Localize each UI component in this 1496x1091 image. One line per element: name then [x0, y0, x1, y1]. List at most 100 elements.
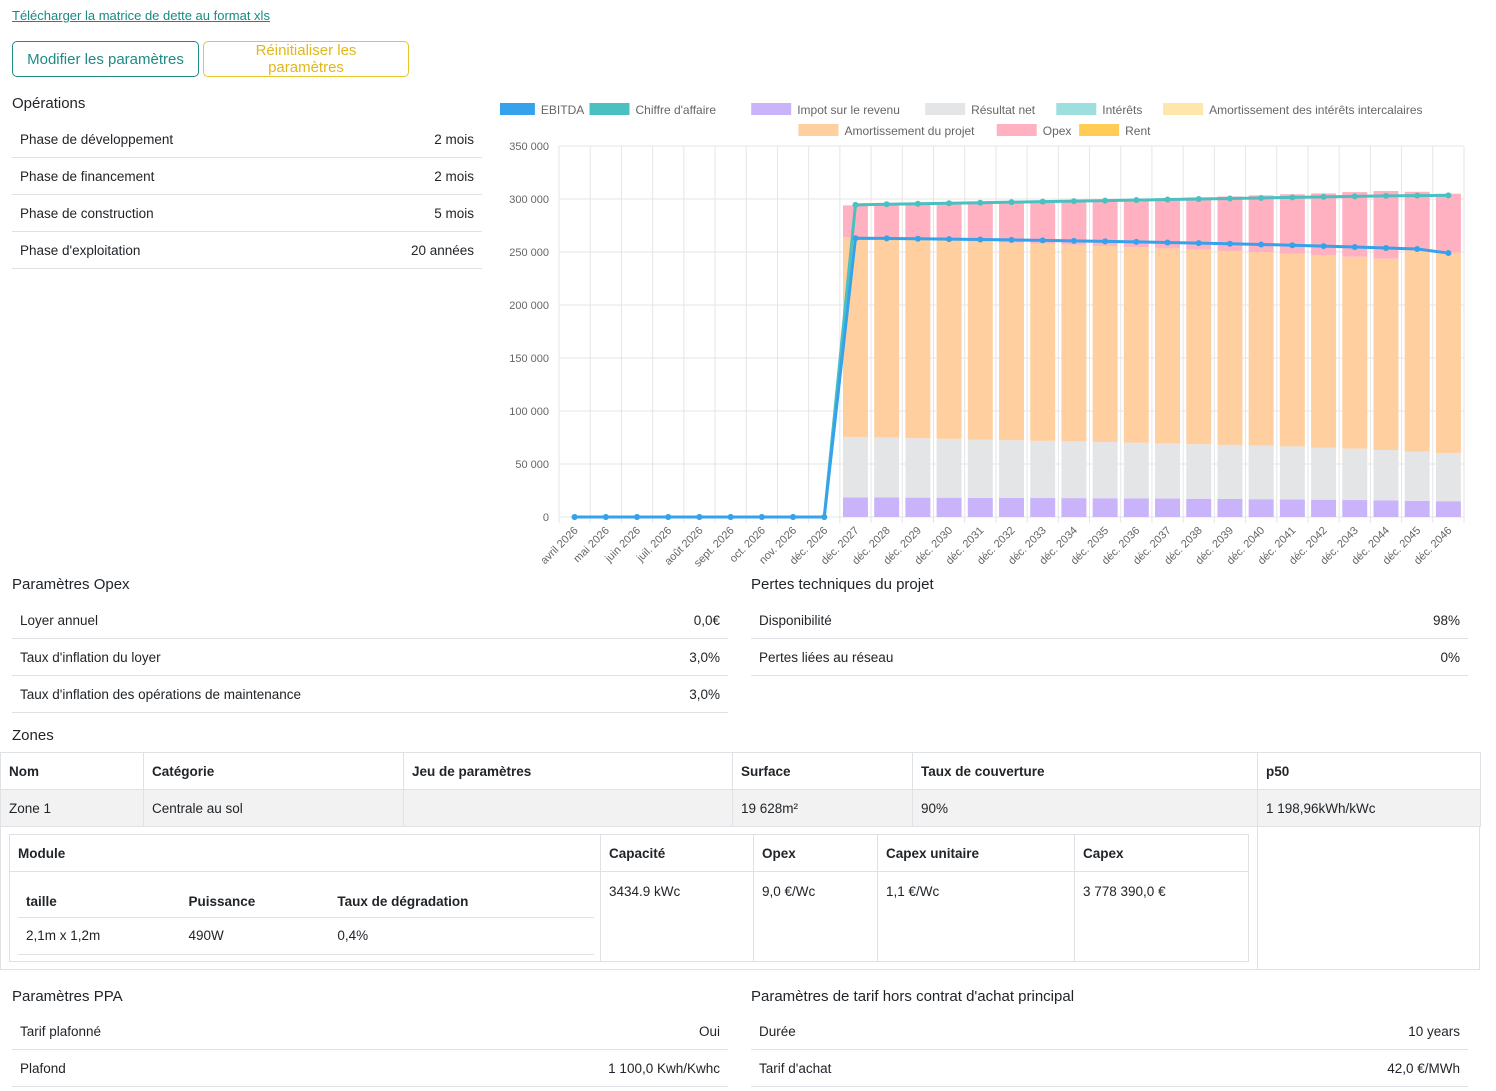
y-tick-label: 0	[543, 512, 549, 524]
y-tick-label: 200 000	[509, 300, 549, 312]
bar-segment	[905, 239, 931, 439]
col-header-p50: p50	[1257, 752, 1481, 790]
table-row: 2,1m x 1,2m 490W 0,4%	[18, 917, 594, 955]
legend-label: Impot sur le revenu	[797, 103, 900, 117]
bar-segment	[1030, 498, 1056, 517]
table-header-row: Nom Catégorie Jeu de paramètres Surface …	[0, 752, 1481, 790]
financial-chart[interactable]: EBITDA Chiffre d'affaire Impot sur le reve…	[500, 96, 1480, 576]
bar-segment	[1123, 498, 1149, 517]
y-tick-label: 350 000	[509, 141, 549, 153]
cell-p50: 1 198,96kWh/kWc	[1257, 789, 1481, 827]
module-table-wrap: Module Capacité Opex Capex unitaire Cape…	[9, 834, 1249, 962]
tarif-table: Durée 10 years Tarif d'achat 42,0 €/MWh	[751, 1013, 1468, 1087]
row-value: 2 mois	[332, 157, 482, 195]
y-tick-label: 300 000	[509, 194, 549, 206]
bar-segment	[1155, 498, 1181, 517]
data-point	[1226, 195, 1233, 202]
row-value: 42,0 €/MWh	[1108, 1049, 1468, 1087]
data-point	[1258, 194, 1265, 201]
col-header-capacite: Capacité	[600, 834, 754, 872]
row-label: Disponibilité	[751, 602, 1309, 639]
legend-swatch	[500, 103, 535, 115]
data-point	[1070, 237, 1077, 244]
legend-label: Opex	[1043, 124, 1072, 138]
cell-capex-unitaire: 1,1 €/Wc	[877, 871, 1075, 962]
bar-segment	[1342, 448, 1368, 501]
data-point	[1039, 237, 1046, 244]
bar-segment	[1435, 452, 1461, 502]
operations-title: Opérations	[12, 95, 86, 112]
cell-capacite: 3434.9 kWc	[600, 871, 754, 962]
data-point	[1382, 244, 1389, 251]
zone-detail-box	[0, 826, 1480, 970]
reset-params-button[interactable]: Réinitialiser les paramètres	[203, 41, 409, 77]
bar-segment	[967, 439, 993, 498]
bar-segment	[1186, 249, 1212, 445]
bar-segment	[1123, 442, 1149, 499]
bar-segment	[1186, 444, 1212, 499]
data-point	[821, 514, 828, 520]
data-point	[1351, 244, 1358, 251]
data-point	[883, 201, 890, 208]
row-label: Tarif plafonné	[12, 1013, 322, 1050]
row-value: 10 years	[1108, 1013, 1468, 1050]
legend-label: Chiffre d'affaire	[636, 103, 717, 117]
data-point	[1008, 236, 1015, 243]
bar-segment	[1092, 245, 1118, 443]
bar-segment	[1217, 498, 1243, 517]
bar-segment	[1404, 191, 1430, 251]
data-point	[1226, 240, 1233, 247]
data-point	[1070, 198, 1077, 205]
bar-segment	[874, 204, 900, 239]
edit-params-button[interactable]: Modifier les paramètres	[12, 41, 199, 77]
row-label: Taux d'inflation des opérations de maint…	[12, 675, 631, 713]
cell-jeu	[403, 789, 733, 827]
legend-label: Amortissement du projet	[844, 124, 975, 138]
legend-label: Intérêts	[1102, 103, 1142, 117]
bar-segment	[842, 237, 868, 437]
pertes-table: Disponibilité 98% Pertes liées au réseau 0…	[751, 602, 1468, 676]
table-row[interactable]: Zone 1 Centrale au sol 19 628m² 90% 1 19…	[0, 789, 1481, 827]
bar-segment	[1155, 443, 1181, 499]
cell-puissance: 490W	[180, 917, 330, 955]
opex-table: Loyer annuel 0,0€ Taux d'inflation du loy…	[12, 602, 728, 713]
data-point	[1445, 250, 1452, 257]
data-point	[1289, 242, 1296, 249]
row-value: 0,0€	[630, 602, 728, 639]
table-row: Durée 10 years	[751, 1013, 1468, 1050]
table-row: Taux d'inflation des opérations de maint…	[12, 675, 728, 713]
data-point	[1008, 199, 1015, 206]
bar-segment	[936, 438, 962, 498]
bar-segment	[1030, 201, 1056, 244]
bar-segment	[1435, 252, 1461, 453]
row-label: Phase de financement	[12, 157, 333, 195]
bar-segment	[1061, 200, 1087, 245]
bar-segment	[905, 204, 931, 240]
bar-segment	[1061, 244, 1087, 442]
download-xls-link[interactable]: Télécharger la matrice de dette au forma…	[12, 8, 270, 23]
legend-label: Rent	[1125, 124, 1151, 138]
zones-table-wrap: Nom Catégorie Jeu de paramètres Surface …	[0, 752, 1481, 827]
bar-segment	[1030, 243, 1056, 441]
bar-segment	[1030, 440, 1056, 499]
bar-segment	[1155, 248, 1181, 444]
data-point	[914, 235, 921, 242]
row-value: 98%	[1308, 602, 1468, 639]
legend-swatch	[925, 103, 966, 115]
row-label: Pertes liées au réseau	[751, 638, 1309, 676]
col-header-categorie: Catégorie	[143, 752, 404, 790]
bar-segment	[1217, 250, 1243, 445]
bar-segment	[967, 241, 993, 440]
cell-nom: Zone 1	[0, 789, 144, 827]
bar-segment	[936, 497, 962, 517]
data-point	[1195, 240, 1202, 247]
bar-segment	[1092, 442, 1118, 499]
bar-segment	[1248, 252, 1274, 446]
row-label: Plafond	[12, 1049, 322, 1087]
bar-segment	[1061, 498, 1087, 517]
row-value: 0%	[1308, 638, 1468, 676]
col-header-module: Module	[9, 834, 601, 872]
col-header-taux: Taux de couverture	[912, 752, 1258, 790]
cell-opex: 9,0 €/Wc	[753, 871, 878, 962]
bar-segment	[1279, 499, 1305, 517]
